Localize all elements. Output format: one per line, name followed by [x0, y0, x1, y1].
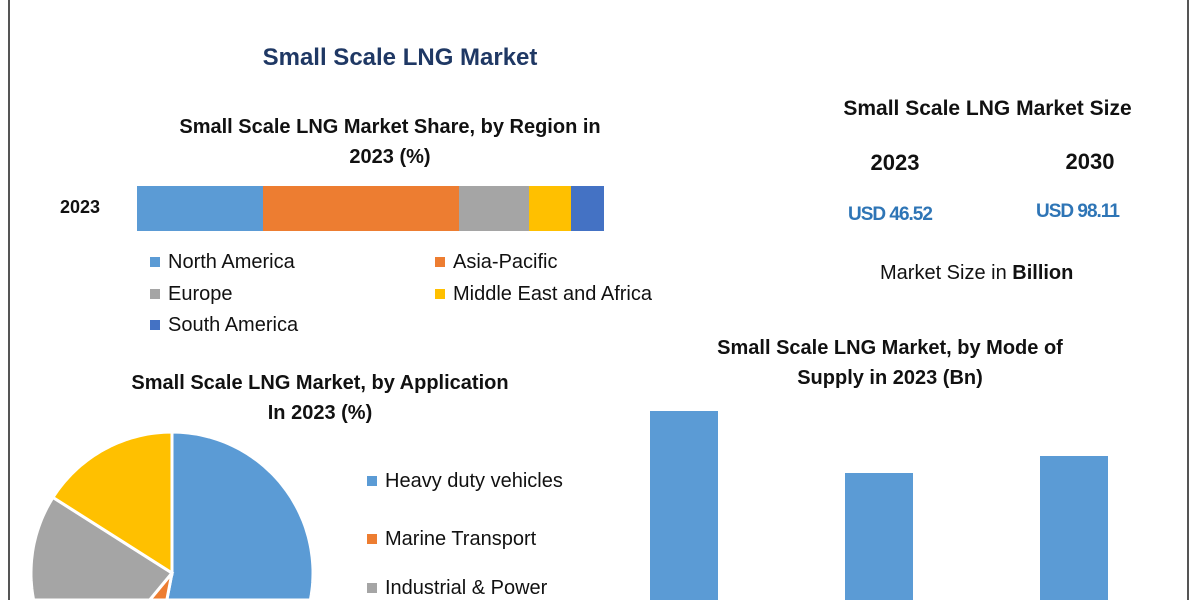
- market-size-title: Small Scale LNG Market Size: [843, 97, 1132, 120]
- legend-label: Industrial & Power: [385, 577, 548, 599]
- region-category-label: 2023: [60, 197, 101, 217]
- supply-bar-3: [1040, 456, 1108, 600]
- application-title-line1: Small Scale LNG Market, by Application: [131, 372, 509, 394]
- right-border: [1187, 0, 1189, 600]
- legend-swatch: [150, 289, 160, 299]
- application-title-line2: In 2023 (%): [267, 402, 373, 424]
- region-chart-title: Small Scale LNG Market Share, by Region …: [110, 112, 670, 172]
- value-2030: USD 98.11: [1036, 201, 1120, 222]
- legend-mea: Middle East and Africa: [435, 283, 652, 305]
- application-chart-title: Small Scale LNG Market, by Application I…: [60, 368, 580, 428]
- supply-chart-title: Small Scale LNG Market, by Mode of Suppl…: [640, 333, 1140, 393]
- region-title-line2: 2023 (%): [349, 146, 431, 168]
- legend-north-america: North America: [150, 251, 295, 273]
- stacked-bar: [137, 186, 604, 231]
- legend-swatch: [435, 289, 445, 299]
- legend-south-america: South America: [150, 314, 298, 336]
- market-size-note: Market Size in Billion: [880, 262, 1073, 285]
- legend-label: Asia-Pacific: [453, 251, 558, 273]
- stack-segment-south-america: [571, 186, 604, 231]
- pie-slice-1: [165, 430, 315, 600]
- legend-label: Marine Transport: [385, 528, 537, 550]
- legend-label: South America: [168, 314, 299, 336]
- left-border: [8, 0, 10, 600]
- legend-swatch: [367, 534, 377, 544]
- legend-swatch: [367, 583, 377, 593]
- legend-industrial: Industrial & Power: [367, 577, 547, 599]
- legend-europe: Europe: [150, 283, 233, 305]
- legend-label: North America: [168, 251, 295, 273]
- stack-segment-north-america: [137, 186, 264, 231]
- legend-label: Europe: [168, 283, 233, 305]
- stack-segment-europe: [459, 186, 530, 231]
- stack-segment-middle-east-and-africa: [529, 186, 572, 231]
- legend-label: Heavy duty vehicles: [385, 470, 563, 492]
- year-2023: 2023: [870, 150, 920, 175]
- stack-segment-asia-pacific: [263, 186, 460, 231]
- region-title-line1: Small Scale LNG Market Share, by Region …: [179, 116, 601, 138]
- legend-asia-pacific: Asia-Pacific: [435, 251, 557, 273]
- supply-title-line1: Small Scale LNG Market, by Mode of: [717, 337, 1063, 359]
- year-2030: 2030: [1065, 149, 1115, 174]
- supply-bar-1: [650, 411, 718, 600]
- supply-bar-2: [845, 473, 913, 600]
- legend-swatch: [150, 257, 160, 267]
- value-2023: USD 46.52: [848, 204, 933, 225]
- legend-swatch: [435, 257, 445, 267]
- supply-title-line2: Supply in 2023 (Bn): [797, 367, 983, 389]
- legend-marine: Marine Transport: [367, 528, 536, 550]
- legend-label: Middle East and Africa: [453, 283, 652, 305]
- legend-swatch: [150, 320, 160, 330]
- note-text: Market Size in: [880, 262, 1013, 284]
- main-title: Small Scale LNG Market: [262, 44, 538, 71]
- pie-slice-3: [29, 495, 175, 600]
- pie-slice-4: [50, 430, 174, 576]
- legend-heavy-duty: Heavy duty vehicles: [367, 470, 563, 492]
- note-unit: Billion: [1012, 262, 1074, 284]
- legend-swatch: [367, 476, 377, 486]
